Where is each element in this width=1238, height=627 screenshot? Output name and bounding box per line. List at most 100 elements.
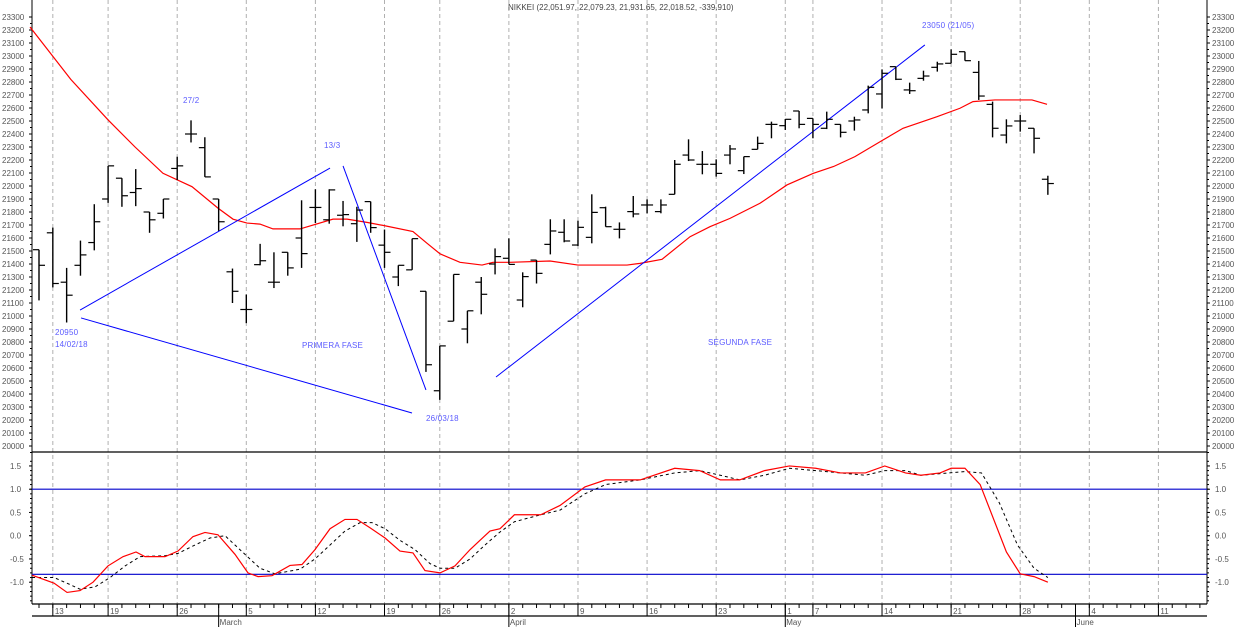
date-label: 26 (179, 607, 188, 616)
price-label-right: 22500 (1212, 117, 1235, 126)
price-label-right: 20900 (1212, 325, 1235, 334)
osc-label-right: -0.5 (1215, 555, 1229, 564)
ohlc-bar (917, 70, 930, 81)
ohlc-bar (668, 160, 681, 195)
ohlc-bar (779, 118, 792, 130)
date-label: 7 (815, 607, 820, 616)
chart-title: NIKKEI (22,051.97, 22,079.23, 21,931.65,… (508, 3, 734, 12)
ohlc-bar (1028, 127, 1041, 154)
ohlc-bar (419, 290, 432, 372)
date-label: 23 (718, 607, 727, 616)
price-label-left: 20400 (2, 390, 25, 399)
ohlc-bar (710, 159, 723, 177)
price-label-right: 23300 (1212, 13, 1235, 22)
price-label-left: 21800 (2, 208, 25, 217)
ohlc-bar (986, 101, 999, 138)
ohlc-bar (793, 110, 806, 129)
ohlc-bar (931, 61, 944, 72)
price-label-left: 20800 (2, 338, 25, 347)
date-label: 14 (884, 607, 893, 616)
ohlc-bar (60, 267, 73, 323)
ohlc-bar (185, 120, 198, 143)
price-label-left: 20200 (2, 416, 25, 425)
trendline (342, 165, 427, 391)
month-label: April (510, 618, 526, 627)
ohlc-bar (281, 251, 294, 276)
price-label-left: 21400 (2, 260, 25, 269)
price-label-left: 22600 (2, 104, 25, 113)
ohlc-bar (102, 165, 115, 203)
ohlc-bar (696, 151, 709, 175)
osc-label-left: 0.0 (10, 532, 22, 541)
ohlc-bar (212, 198, 225, 231)
price-label-right: 21600 (1212, 234, 1235, 243)
price-label-right: 22100 (1212, 169, 1235, 178)
price-label-right: 22600 (1212, 104, 1235, 113)
ohlc-bar (115, 177, 128, 207)
osc-label-left: 0.5 (10, 508, 22, 517)
price-label-left: 23200 (2, 26, 25, 35)
date-label: 28 (1022, 607, 1031, 616)
ohlc-bar (1041, 175, 1054, 195)
ohlc-bar (530, 259, 543, 284)
ohlc-bar (489, 248, 502, 275)
trendline (80, 317, 413, 414)
price-label-right: 21400 (1212, 260, 1235, 269)
ohlc-bar (475, 277, 488, 315)
price-label-right: 21300 (1212, 273, 1235, 282)
price-label-right: 20700 (1212, 351, 1235, 360)
price-label-left: 22400 (2, 130, 25, 139)
price-label-left: 21600 (2, 234, 25, 243)
price-label-right: 22200 (1212, 156, 1235, 165)
price-label-right: 20000 (1212, 442, 1235, 451)
ohlc-bar (226, 268, 239, 303)
price-label-left: 21000 (2, 312, 25, 321)
month-label: June (1077, 618, 1095, 627)
month-label: May (786, 618, 801, 627)
date-label: 1 (787, 607, 792, 616)
ohlc-bar (571, 220, 584, 247)
date-label: 12 (317, 607, 326, 616)
ohlc-bar (447, 273, 460, 322)
price-label-right: 21000 (1212, 312, 1235, 321)
ohlc-bar (171, 156, 184, 181)
date-label: 2 (511, 607, 516, 616)
ohlc-bar (74, 240, 87, 276)
price-label-right: 20300 (1212, 403, 1235, 412)
date-label: 13 (55, 607, 64, 616)
price-label-right: 21500 (1212, 247, 1235, 256)
annotation-27-2: 27/2 (183, 96, 200, 105)
osc-signal-line (32, 467, 1049, 590)
price-label-left: 21500 (2, 247, 25, 256)
osc-label-left: 1.0 (10, 485, 22, 494)
price-label-right: 22700 (1212, 91, 1235, 100)
ohlc-bar (834, 123, 847, 138)
price-label-left: 23300 (2, 13, 25, 22)
date-label: 5 (248, 607, 253, 616)
annotation-low-date: 14/02/18 (55, 340, 88, 349)
ohlc-bar (254, 243, 267, 266)
osc-label-left: -0.5 (10, 555, 24, 564)
date-label: 16 (649, 607, 658, 616)
price-label-right: 21200 (1212, 286, 1235, 295)
price-label-right: 22000 (1212, 182, 1235, 191)
ohlc-bar (848, 116, 861, 131)
ohlc-bar (433, 345, 446, 400)
price-label-right: 23000 (1212, 52, 1235, 61)
ohlc-bar (862, 85, 875, 114)
ohlc-bar (267, 252, 280, 289)
price-label-left: 21300 (2, 273, 25, 282)
ohlc-bar (806, 117, 819, 139)
ohlc-bar (1014, 115, 1027, 132)
trendline (79, 167, 331, 311)
ohlc-bar (820, 111, 833, 130)
ohlc-bar (143, 211, 156, 233)
price-label-right: 21900 (1212, 195, 1235, 204)
price-label-right: 20800 (1212, 338, 1235, 347)
ohlc-bar (337, 200, 350, 227)
annotation-primera-fase: PRIMERA FASE (302, 341, 364, 350)
price-label-left: 20100 (2, 429, 25, 438)
ohlc-bar (889, 66, 902, 81)
ohlc-bar (613, 222, 626, 239)
date-label: 21 (953, 607, 962, 616)
